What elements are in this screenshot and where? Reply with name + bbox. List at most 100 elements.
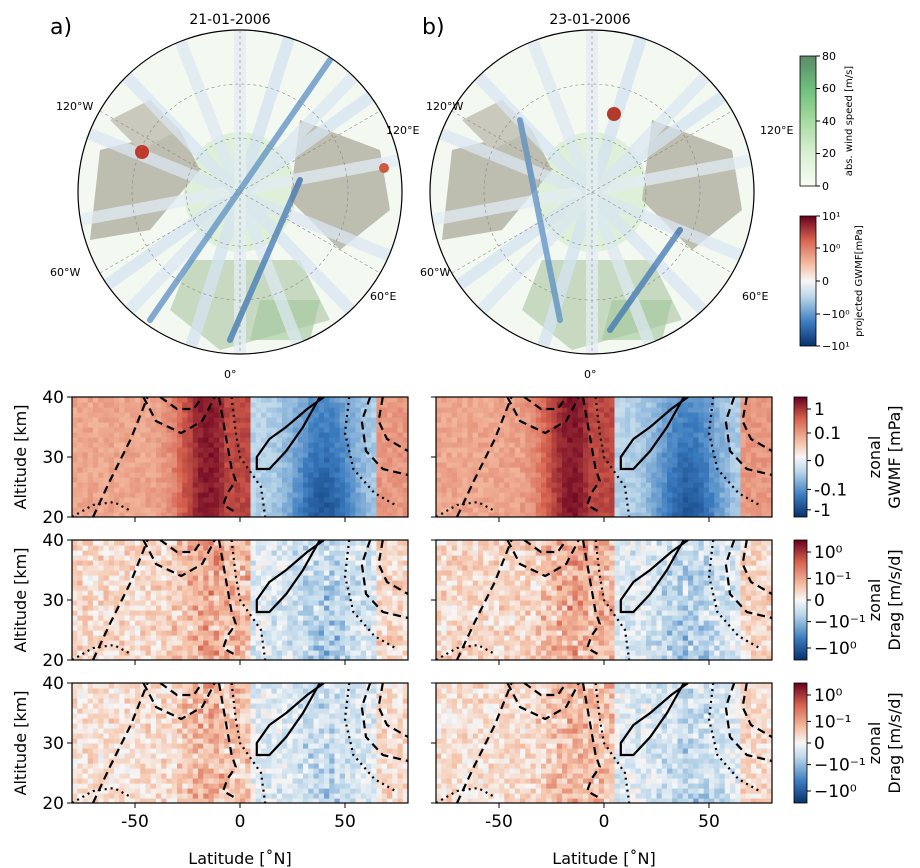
heatmap-cell (525, 482, 532, 488)
heatmap-cell (577, 437, 584, 443)
heatmap-cell (651, 407, 658, 413)
heatmap-cell (156, 467, 162, 473)
heatmap-cell (93, 427, 99, 433)
heatmap-cell (224, 595, 231, 601)
heatmap-cell (87, 397, 94, 403)
heatmap-cell (303, 512, 309, 517)
heatmap-cell (661, 477, 668, 483)
heatmap-cell (360, 615, 367, 621)
heatmap-cell (682, 507, 689, 513)
heatmap-cell (77, 560, 84, 566)
heatmap-cell (129, 497, 136, 503)
heatmap-cell (593, 427, 600, 433)
heatmap-cell (672, 407, 679, 413)
heatmap-cell (504, 447, 511, 453)
heatmap-cell (287, 540, 294, 546)
heatmap-cell (381, 615, 388, 621)
heatmap-cell (313, 580, 320, 586)
heatmap-cell (719, 487, 726, 493)
heatmap-cell (177, 585, 183, 591)
heatmap-cell (198, 492, 204, 498)
heatmap-cell (345, 605, 351, 611)
heatmap-cell (376, 550, 383, 556)
heatmap-cell (724, 502, 731, 508)
heatmap-cell (313, 540, 320, 546)
heatmap-cell (651, 492, 658, 498)
heatmap-cell (140, 487, 147, 493)
heatmap-cell (604, 462, 610, 468)
heatmap-cell (350, 620, 357, 626)
heatmap-cell (334, 402, 341, 408)
heatmap-cell (345, 462, 351, 468)
heatmap-cell (187, 630, 194, 636)
heatmap-cell (77, 482, 84, 488)
heatmap-cell (667, 442, 673, 448)
heatmap-cell (593, 397, 600, 403)
heatmap-cell (129, 457, 136, 463)
heatmap-cell (255, 492, 262, 498)
heatmap-cell (598, 497, 605, 503)
heatmap-cell (318, 575, 325, 581)
heatmap-cell (350, 625, 357, 631)
heatmap-cell (371, 467, 378, 473)
heatmap-cell (198, 600, 204, 606)
heatmap-cell (292, 422, 299, 428)
heatmap-cell (451, 457, 458, 463)
contour-dashed (581, 397, 602, 512)
heatmap-cell (556, 467, 563, 473)
heatmap-cell (504, 507, 511, 513)
heatmap-cell (229, 590, 236, 596)
heatmap-cell (161, 512, 168, 517)
heatmap-cell (135, 497, 141, 503)
heatmap-cell (339, 477, 346, 483)
heatmap-cell (467, 575, 474, 581)
heatmap-cell (546, 452, 553, 458)
heatmap-cell (261, 600, 267, 606)
heatmap-cell (297, 610, 304, 616)
heatmap-cell (457, 462, 463, 468)
heatmap-cell (457, 402, 463, 408)
heatmap-cell (504, 432, 511, 438)
heatmap-cell (520, 397, 526, 403)
heatmap-cell (392, 412, 399, 418)
heatmap-cell (156, 432, 162, 438)
heatmap-cell (457, 625, 463, 631)
heatmap-cell (339, 540, 346, 546)
date-a-title: 21-01-2006 (189, 12, 270, 28)
heatmap-cell (318, 507, 325, 513)
heatmap-cell (462, 487, 469, 493)
heatmap-cell (297, 452, 304, 458)
heatmap-cell (93, 477, 99, 483)
heatmap-cell (103, 512, 110, 517)
heatmap-cell (103, 412, 110, 418)
heatmap-cell (457, 487, 463, 493)
heatmap-cell (77, 457, 84, 463)
heatmap-cell (462, 565, 469, 571)
heatmap-cell (308, 630, 315, 636)
heatmap-cell (261, 575, 267, 581)
heatmap-cell (72, 452, 78, 458)
heatmap-cell (366, 610, 372, 616)
heatmap-cell (761, 422, 768, 428)
heatmap-cell (577, 512, 584, 517)
heatmap-cell (467, 472, 474, 478)
heatmap-cell (541, 492, 547, 498)
heatmap-cell (472, 447, 479, 453)
heatmap-cell (313, 447, 320, 453)
heatmap-cell (688, 432, 694, 438)
heatmap-cell (234, 635, 241, 641)
heatmap-cell (334, 397, 341, 403)
heatmap-cell (334, 620, 341, 626)
heatmap-cell (198, 502, 204, 508)
heatmap-cell (187, 507, 194, 513)
heatmap-cell (630, 457, 637, 463)
heatmap-cell (446, 512, 453, 517)
heatmap-cell (766, 452, 772, 458)
heatmap-cell (108, 645, 115, 651)
heatmap-cell (371, 412, 378, 418)
heatmap-cell (308, 432, 315, 438)
heatmap-cell (387, 570, 393, 576)
heatmap-cell (93, 422, 99, 428)
heatmap-cell (436, 407, 442, 413)
